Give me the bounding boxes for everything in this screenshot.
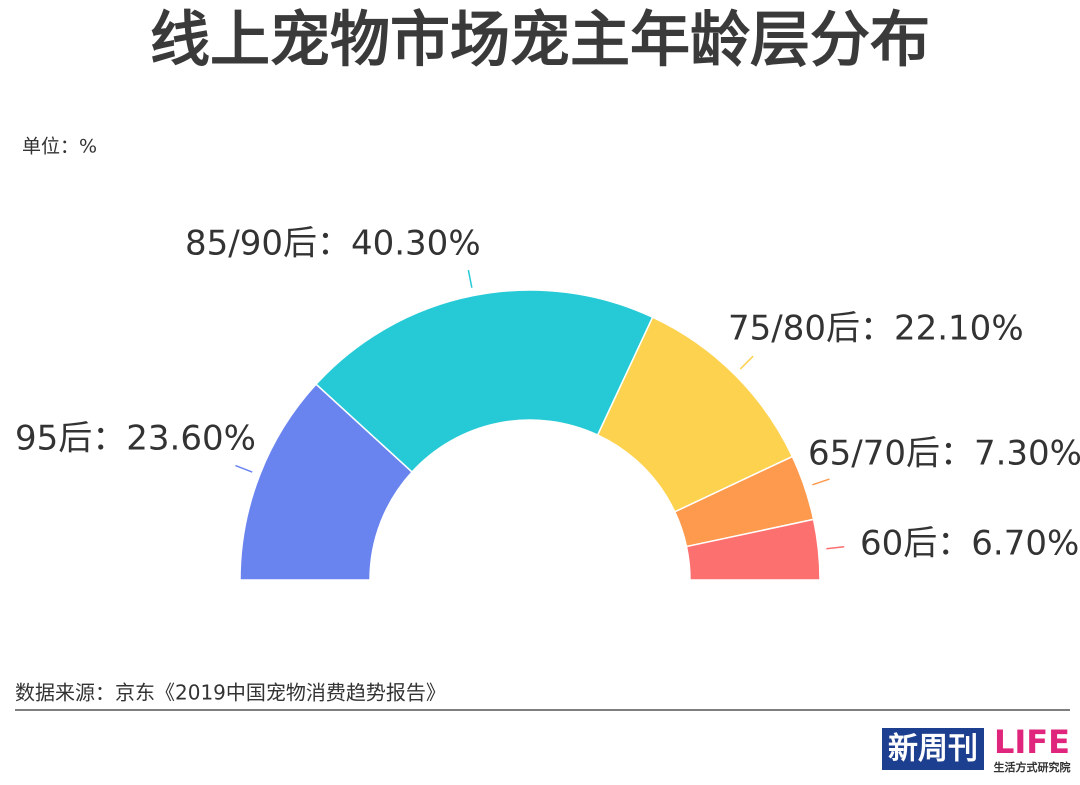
- leader-line: [739, 355, 754, 370]
- source: 数据来源：京东《2019中国宠物消费趋势报告》: [15, 681, 446, 705]
- leader-line: [812, 478, 830, 486]
- leader-line: [826, 546, 845, 550]
- data-label: 85/90后：40.30%: [185, 224, 481, 264]
- segment: [315, 289, 654, 474]
- logo-left: 新周刊: [888, 732, 978, 767]
- leader-line: [467, 269, 473, 288]
- segment: [685, 518, 821, 581]
- data-label: 65/70后：7.30%: [808, 434, 1080, 474]
- data-label: 60后：6.70%: [860, 524, 1079, 564]
- data-label: 75/80后：22.10%: [728, 309, 1024, 349]
- unit-note: 单位：%: [22, 136, 97, 158]
- chart-title: 线上宠物市场宠主年龄层分布: [150, 6, 930, 76]
- logo-box: [882, 728, 984, 770]
- logo-right: LIFE: [994, 723, 1070, 761]
- data-label: 95后：23.60%: [15, 419, 256, 459]
- leader-line: [235, 464, 253, 473]
- logo-right-sub: 生活方式研究院: [994, 760, 1071, 774]
